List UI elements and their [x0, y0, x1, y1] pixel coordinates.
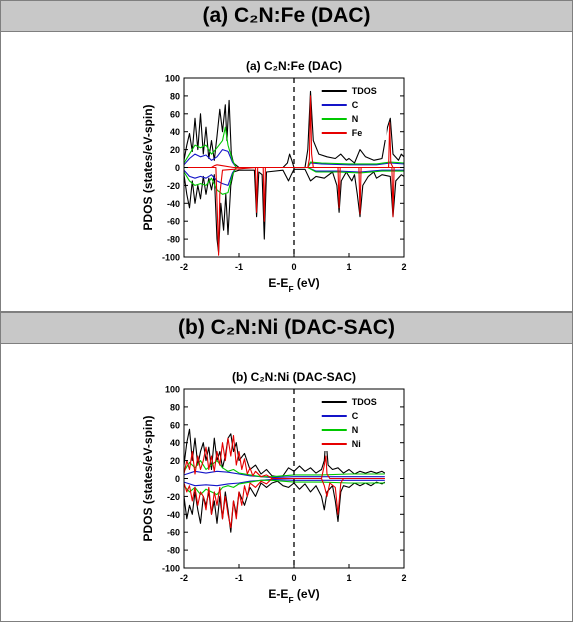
legend-label-n: N	[352, 114, 359, 124]
y-tick-label: -60	[167, 217, 180, 227]
chart-title: (b) C₂N:Ni (DAC-SAC)	[232, 370, 356, 384]
y-tick-label: 80	[170, 91, 180, 101]
series-tdos-down	[184, 168, 404, 254]
panel-a-body: (a) C₂N:Fe (DAC) -100 -80 -60 -40 -20 0 20 40 60 8…	[1, 32, 572, 311]
panel-b-header-text: (b) C₂N:Ni (DAC-SAC)	[178, 316, 395, 339]
legend-label-fe: Fe	[352, 128, 363, 138]
series-c-up	[184, 149, 404, 169]
series-fe-up	[184, 95, 404, 169]
panel-b-body: (b) C₂N:Ni (DAC-SAC) -100 -80 -60 -40 -20 0 20 4…	[1, 344, 572, 621]
x-tick-label: 1	[346, 262, 351, 272]
panel-b-header: (b) C₂N:Ni (DAC-SAC)	[1, 313, 572, 344]
y-axis-label: PDOS (states/eV-spin)	[141, 104, 155, 230]
y-tick-label: -20	[167, 492, 180, 502]
panel-a-header-text: (a) C₂N:Fe (DAC)	[202, 4, 371, 27]
series-tdos-up	[184, 428, 386, 478]
y-tick-label: 0	[175, 163, 180, 173]
x-tick-label: -1	[235, 573, 243, 583]
x-tick-label: 0	[291, 573, 296, 583]
y-tick-label: 100	[165, 74, 180, 84]
y-tick-label: 60	[170, 109, 180, 119]
series-tdos-down	[184, 480, 386, 533]
y-tick-label: 0	[175, 474, 180, 484]
x-axis-label: E-EF (eV)	[268, 587, 319, 605]
y-tick-label: 40	[170, 127, 180, 137]
series-n-up	[184, 460, 385, 478]
series-tdos-up	[184, 90, 404, 169]
chart-a: (a) C₂N:Fe (DAC)-100-80-60-40-2002040608…	[141, 59, 407, 294]
y-tick-label: 40	[170, 438, 180, 448]
x-tick-label: -2	[180, 262, 188, 272]
series-ni-down	[184, 477, 385, 529]
y-tick-label: -60	[167, 528, 180, 538]
y-tick-label: -40	[167, 510, 180, 520]
x-tick-label: 0	[291, 262, 296, 272]
x-tick-label: 1	[346, 573, 351, 583]
y-tick-label: 60	[170, 420, 180, 430]
series-fe-down	[184, 166, 404, 256]
y-tick-label: 80	[170, 402, 180, 412]
x-tick-label: 2	[401, 573, 406, 583]
legend-label-tdos: TDOS	[352, 86, 377, 96]
y-tick-label: -100	[162, 253, 180, 263]
legend-label-n: N	[352, 425, 359, 435]
series-n-up	[184, 126, 404, 169]
legend-label-ni: Ni	[352, 439, 361, 449]
panel-b: (b) C₂N:Ni (DAC-SAC) (b) C₂N:Ni (DAC-SAC…	[0, 312, 573, 622]
y-axis-label: PDOS (states/eV-spin)	[141, 415, 155, 541]
series-c-down	[184, 166, 404, 186]
panel-a-header: (a) C₂N:Fe (DAC)	[1, 1, 572, 32]
plot-area	[184, 428, 386, 533]
panel-a: (a) C₂N:Fe (DAC) (a) C₂N:Fe (DAC) -100 -80…	[0, 0, 573, 312]
legend: TDOS CN Fe	[318, 82, 387, 140]
legend-label-c: C	[352, 100, 359, 110]
legend-label-c: C	[352, 411, 359, 421]
series-n-down	[184, 166, 404, 195]
chart-title: (a) C₂N:Fe (DAC)	[246, 59, 342, 73]
x-tick-label: -1	[235, 262, 243, 272]
y-tick-label: 20	[170, 456, 180, 466]
y-tick-label: 100	[165, 385, 180, 395]
chart-b: (b) C₂N:Ni (DAC-SAC)-100-80-60-40-200204…	[141, 370, 407, 605]
y-tick-label: -100	[162, 564, 180, 574]
y-tick-label: -20	[167, 181, 180, 191]
x-axis-label: E-EF (eV)	[268, 276, 319, 294]
plot-area	[184, 90, 404, 256]
y-tick-label: -80	[167, 546, 180, 556]
y-tick-label: -80	[167, 235, 180, 245]
y-tick-label: 20	[170, 145, 180, 155]
legend-label-tdos: TDOS	[352, 397, 377, 407]
legend: TDOS CN Ni	[318, 393, 387, 451]
x-tick-label: 2	[401, 262, 406, 272]
y-tick-label: -40	[167, 199, 180, 209]
x-tick-label: -2	[180, 573, 188, 583]
